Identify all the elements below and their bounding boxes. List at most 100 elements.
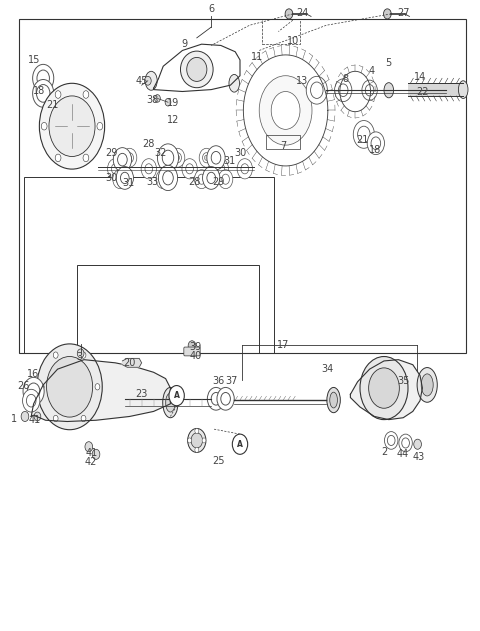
Circle shape	[165, 98, 171, 106]
Ellipse shape	[191, 433, 203, 448]
Text: 18: 18	[369, 145, 382, 155]
Circle shape	[241, 163, 249, 174]
Text: 33: 33	[146, 177, 159, 187]
Circle shape	[113, 170, 127, 189]
Circle shape	[221, 392, 230, 405]
Text: 7: 7	[280, 141, 287, 151]
Circle shape	[195, 428, 199, 433]
Circle shape	[237, 158, 252, 179]
Text: 22: 22	[416, 87, 429, 97]
Circle shape	[141, 158, 156, 179]
Circle shape	[188, 341, 196, 351]
Text: 32: 32	[155, 148, 167, 158]
Circle shape	[116, 167, 133, 189]
Text: 13: 13	[296, 76, 309, 86]
Text: 15: 15	[28, 55, 41, 65]
Circle shape	[217, 163, 225, 174]
Text: 41: 41	[85, 448, 97, 458]
Circle shape	[186, 163, 193, 174]
Text: 3: 3	[76, 351, 82, 362]
Circle shape	[387, 435, 395, 445]
Text: 40: 40	[190, 351, 202, 361]
Circle shape	[21, 411, 29, 422]
Circle shape	[158, 165, 178, 191]
Circle shape	[113, 148, 132, 172]
Text: 31: 31	[223, 156, 236, 166]
Circle shape	[41, 122, 47, 130]
Circle shape	[362, 80, 377, 100]
Circle shape	[85, 442, 93, 452]
Circle shape	[202, 438, 206, 443]
Text: 1: 1	[12, 414, 17, 424]
Circle shape	[195, 447, 199, 452]
Circle shape	[163, 171, 173, 185]
Ellipse shape	[330, 392, 337, 408]
Circle shape	[207, 146, 225, 170]
Text: 19: 19	[167, 98, 179, 109]
Bar	[408, 83, 463, 96]
Bar	[262, 19, 300, 44]
Circle shape	[207, 387, 225, 410]
Text: 34: 34	[321, 363, 334, 374]
Circle shape	[353, 121, 374, 148]
Circle shape	[34, 412, 41, 421]
Circle shape	[170, 148, 185, 167]
Circle shape	[194, 170, 209, 189]
Circle shape	[27, 383, 40, 399]
Circle shape	[83, 91, 89, 98]
Circle shape	[199, 148, 214, 167]
Circle shape	[159, 174, 167, 184]
Circle shape	[144, 76, 151, 85]
Circle shape	[384, 9, 391, 19]
Text: 16: 16	[26, 369, 39, 379]
Text: 41: 41	[28, 415, 41, 425]
Circle shape	[120, 172, 129, 184]
Circle shape	[39, 384, 44, 390]
Text: 29: 29	[106, 148, 118, 158]
Text: 27: 27	[397, 8, 409, 18]
Circle shape	[232, 434, 248, 454]
Circle shape	[217, 387, 234, 410]
Ellipse shape	[229, 74, 240, 92]
Ellipse shape	[166, 393, 175, 412]
Circle shape	[33, 80, 54, 107]
Text: 29: 29	[212, 177, 225, 187]
Text: 26: 26	[17, 381, 29, 391]
Circle shape	[174, 153, 181, 163]
Circle shape	[26, 394, 36, 407]
Text: 9: 9	[182, 39, 188, 49]
Circle shape	[311, 82, 323, 98]
Text: A: A	[174, 391, 180, 400]
Text: 17: 17	[277, 339, 289, 350]
Text: 28: 28	[143, 139, 155, 149]
Circle shape	[369, 368, 399, 408]
Circle shape	[36, 85, 50, 102]
Ellipse shape	[417, 367, 437, 403]
Ellipse shape	[327, 387, 340, 413]
Circle shape	[97, 122, 103, 130]
Circle shape	[157, 144, 179, 172]
Ellipse shape	[188, 428, 206, 452]
Circle shape	[285, 9, 293, 19]
Circle shape	[367, 132, 384, 155]
Circle shape	[145, 163, 153, 174]
Text: 8: 8	[343, 74, 348, 84]
Circle shape	[182, 158, 197, 179]
Text: 2: 2	[381, 447, 387, 457]
Text: 42: 42	[85, 457, 97, 467]
Bar	[24, 177, 274, 353]
Text: 11: 11	[251, 52, 263, 62]
Circle shape	[188, 438, 192, 443]
Text: 35: 35	[397, 376, 409, 386]
Circle shape	[203, 167, 220, 189]
Circle shape	[49, 96, 95, 156]
Circle shape	[414, 439, 421, 449]
Text: 23: 23	[135, 389, 148, 399]
Text: 28: 28	[188, 177, 201, 187]
Text: 10: 10	[287, 36, 299, 46]
Text: 30: 30	[234, 148, 246, 158]
Text: 6: 6	[208, 4, 214, 15]
Bar	[77, 265, 259, 353]
Circle shape	[399, 434, 412, 452]
Text: 4: 4	[369, 66, 375, 76]
